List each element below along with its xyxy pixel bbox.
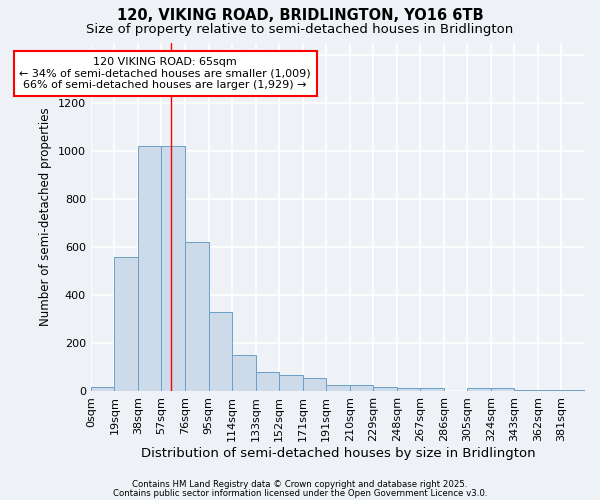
Bar	[397, 388, 420, 392]
Bar	[420, 388, 444, 392]
Bar	[562, 390, 585, 392]
Text: Size of property relative to semi-detached houses in Bridlington: Size of property relative to semi-detach…	[86, 22, 514, 36]
Bar	[91, 386, 115, 392]
Bar	[185, 242, 209, 392]
Bar	[373, 386, 397, 392]
Bar	[209, 312, 232, 392]
Bar	[467, 388, 491, 392]
Text: 120 VIKING ROAD: 65sqm
← 34% of semi-detached houses are smaller (1,009)
66% of : 120 VIKING ROAD: 65sqm ← 34% of semi-det…	[19, 57, 311, 90]
Bar	[279, 374, 302, 392]
Text: 120, VIKING ROAD, BRIDLINGTON, YO16 6TB: 120, VIKING ROAD, BRIDLINGTON, YO16 6TB	[116, 8, 484, 22]
Bar	[138, 146, 161, 392]
Y-axis label: Number of semi-detached properties: Number of semi-detached properties	[40, 108, 52, 326]
Bar	[514, 390, 538, 392]
Bar	[538, 390, 562, 392]
Bar	[232, 356, 256, 392]
Text: Contains public sector information licensed under the Open Government Licence v3: Contains public sector information licen…	[113, 488, 487, 498]
Bar	[350, 386, 373, 392]
Bar	[491, 388, 514, 392]
Bar	[326, 386, 350, 392]
Bar	[161, 146, 185, 392]
Bar	[256, 372, 279, 392]
Bar	[302, 378, 326, 392]
Bar	[115, 256, 138, 392]
Text: Contains HM Land Registry data © Crown copyright and database right 2025.: Contains HM Land Registry data © Crown c…	[132, 480, 468, 489]
X-axis label: Distribution of semi-detached houses by size in Bridlington: Distribution of semi-detached houses by …	[140, 447, 535, 460]
